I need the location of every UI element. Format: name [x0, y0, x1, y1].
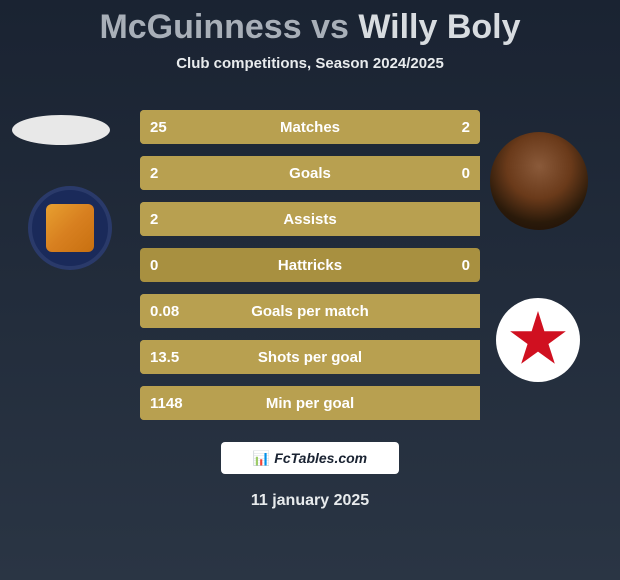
- stat-row: 1148Min per goal: [140, 386, 480, 420]
- player2-club-badge: [496, 298, 580, 382]
- stat-label: Shots per goal: [140, 349, 480, 366]
- stat-row: 2Goals0: [140, 156, 480, 190]
- stat-row: 25Matches2: [140, 110, 480, 144]
- player2-avatar: [490, 132, 588, 230]
- brand-logo: 📊 FcTables.com: [221, 442, 399, 474]
- brand-icon: 📊: [253, 450, 270, 467]
- stat-row: 0.08Goals per match: [140, 294, 480, 328]
- vs-separator: vs: [311, 8, 349, 46]
- brand-text: FcTables.com: [274, 450, 367, 466]
- player2-name: Willy Boly: [358, 8, 520, 46]
- stat-row: 2Assists: [140, 202, 480, 236]
- player1-avatar: [12, 115, 110, 145]
- stat-label: Assists: [140, 211, 480, 228]
- stat-label: Goals: [140, 165, 480, 182]
- footer-date: 11 january 2025: [0, 492, 620, 510]
- stat-value-right: 2: [462, 119, 470, 136]
- subtitle: Club competitions, Season 2024/2025: [0, 55, 620, 72]
- stat-label: Matches: [140, 119, 480, 136]
- stat-row: 13.5Shots per goal: [140, 340, 480, 374]
- stat-label: Min per goal: [140, 395, 480, 412]
- stat-value-right: 0: [462, 165, 470, 182]
- comparison-title: McGuinness vs Willy Boly: [0, 0, 620, 47]
- stat-label: Goals per match: [140, 303, 480, 320]
- content-area: 25Matches22Goals02Assists0Hattricks00.08…: [0, 110, 620, 420]
- player1-club-badge: [28, 186, 112, 270]
- stat-row: 0Hattricks0: [140, 248, 480, 282]
- player1-name: McGuinness: [99, 8, 301, 46]
- stat-label: Hattricks: [140, 257, 480, 274]
- stat-value-right: 0: [462, 257, 470, 274]
